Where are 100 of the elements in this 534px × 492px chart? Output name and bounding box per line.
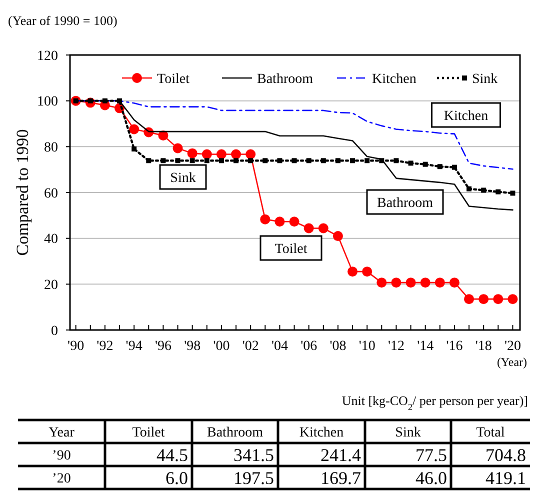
x-tick-label: '12 — [388, 339, 404, 354]
x-tick-label: '90 — [68, 339, 84, 354]
text: 169.7 — [320, 468, 361, 488]
point — [304, 223, 314, 234]
point — [260, 214, 270, 224]
x-tick-label: '92 — [96, 339, 114, 354]
x-tick-label: '08 — [330, 339, 346, 354]
x-tick-label: '98 — [184, 339, 201, 354]
point — [332, 231, 343, 242]
text: 44.5 — [156, 444, 188, 465]
point — [102, 98, 108, 104]
text: 241.4 — [320, 444, 361, 465]
point — [379, 158, 384, 164]
point — [262, 158, 268, 164]
text: Sink — [395, 425, 421, 440]
annotation: Kitchen — [444, 108, 488, 124]
point — [510, 190, 516, 196]
x-tick-label: '16 — [446, 339, 463, 354]
text: Total — [476, 425, 505, 440]
point — [117, 98, 122, 104]
point — [508, 294, 518, 304]
point — [478, 294, 489, 304]
point — [394, 158, 399, 164]
point — [172, 143, 183, 154]
point — [158, 130, 168, 140]
point — [204, 158, 210, 164]
annotation: Sink — [170, 170, 196, 186]
point — [246, 149, 256, 160]
x-axis-title: (Year) — [496, 355, 528, 369]
y-tick-label: 60 — [44, 186, 58, 202]
point — [318, 223, 328, 234]
point — [277, 158, 282, 164]
x-tick-label: '10 — [358, 339, 376, 354]
point — [175, 158, 180, 164]
text: 197.5 — [234, 468, 274, 488]
x-tick-label: '06 — [300, 339, 318, 354]
text: Toilet — [132, 425, 165, 440]
x-tick-label: '18 — [475, 339, 492, 354]
y-axis-title: Compared to 1990 — [13, 129, 32, 256]
y-tick-label: 120 — [37, 48, 58, 64]
point — [493, 294, 504, 304]
text: 419.1 — [486, 468, 526, 488]
point — [350, 158, 356, 164]
point — [406, 278, 416, 288]
point — [274, 216, 285, 227]
point — [190, 158, 195, 164]
point — [434, 278, 445, 288]
point — [306, 158, 312, 164]
point — [248, 158, 254, 164]
text: 77.5 — [416, 444, 447, 465]
point — [289, 216, 300, 227]
legend-label: Sink — [472, 72, 498, 87]
y-tick-label: 100 — [37, 94, 58, 110]
text: ’90 — [52, 448, 71, 464]
y-tick-label: 80 — [44, 140, 58, 156]
point — [218, 158, 224, 164]
x-tick-label: '02 — [242, 339, 259, 354]
point — [231, 149, 242, 160]
point — [391, 278, 402, 288]
point — [362, 266, 372, 277]
point — [466, 186, 472, 192]
text: (Year of 1990 = 100) — [8, 13, 118, 28]
legend-label: Kitchen — [372, 72, 416, 87]
text: Year — [48, 425, 75, 440]
point — [216, 149, 226, 160]
text: Unit [kg-CO$_{2}$/ per person per year)] — [342, 393, 528, 412]
y-tick-label: 0 — [51, 324, 58, 339]
point — [348, 266, 358, 277]
point — [129, 124, 140, 134]
text: 6.0 — [166, 468, 188, 488]
x-tick-label: '00 — [213, 339, 230, 354]
legend-label: Toilet — [157, 72, 190, 87]
point — [234, 158, 239, 164]
x-tick-label: '14 — [417, 339, 434, 354]
annotation: Bathroom — [377, 196, 434, 211]
text: 341.5 — [234, 444, 274, 465]
x-tick-label: '94 — [126, 339, 142, 354]
x-tick-label: '96 — [154, 339, 172, 354]
text: ’20 — [52, 471, 71, 486]
point — [292, 158, 297, 164]
annotation: Toilet — [274, 242, 308, 257]
point — [420, 278, 430, 288]
point — [376, 278, 387, 288]
point — [408, 160, 414, 166]
x-tick-label: '20 — [504, 339, 521, 354]
point — [187, 148, 198, 158]
text: Kitchen — [299, 425, 344, 440]
point — [160, 158, 166, 164]
point — [481, 188, 486, 193]
point — [464, 294, 474, 304]
point — [496, 189, 501, 194]
point — [364, 158, 370, 164]
point — [202, 149, 212, 160]
point — [452, 164, 457, 170]
y-tick-label: 20 — [44, 278, 58, 294]
point — [320, 158, 326, 164]
point — [132, 146, 137, 152]
point — [437, 164, 442, 170]
x-tick-label: '04 — [271, 339, 288, 354]
point — [449, 278, 460, 288]
